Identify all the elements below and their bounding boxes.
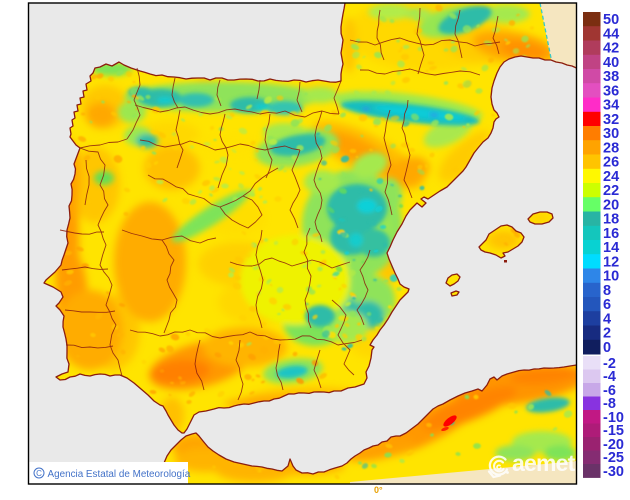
svg-text:2: 2 xyxy=(603,326,611,342)
svg-text:4: 4 xyxy=(603,311,611,327)
svg-text:0: 0 xyxy=(603,340,611,356)
svg-text:-4: -4 xyxy=(603,369,616,385)
svg-text:20: 20 xyxy=(603,197,619,213)
svg-text:6: 6 xyxy=(603,297,611,313)
svg-text:-10: -10 xyxy=(603,410,624,426)
svg-text:Agencia Estatal de Meteorologí: Agencia Estatal de Meteorología xyxy=(48,469,191,480)
svg-text:10: 10 xyxy=(603,269,619,285)
svg-text:22: 22 xyxy=(603,183,619,199)
svg-text:0°: 0° xyxy=(374,485,383,495)
svg-text:44: 44 xyxy=(603,26,619,42)
svg-text:-15: -15 xyxy=(603,423,624,439)
svg-text:C: C xyxy=(36,469,42,478)
svg-text:38: 38 xyxy=(603,69,619,85)
svg-text:-6: -6 xyxy=(603,383,616,399)
svg-text:-2: -2 xyxy=(603,356,616,372)
svg-text:42: 42 xyxy=(603,41,619,57)
svg-text:18: 18 xyxy=(603,212,619,228)
svg-text:36: 36 xyxy=(603,83,619,99)
svg-text:26: 26 xyxy=(603,155,619,171)
svg-text:14: 14 xyxy=(603,240,619,256)
svg-text:40: 40 xyxy=(603,55,619,71)
svg-text:32: 32 xyxy=(603,112,619,128)
svg-text:aemet: aemet xyxy=(512,450,576,476)
svg-text:24: 24 xyxy=(603,169,619,185)
svg-text:16: 16 xyxy=(603,226,619,242)
svg-text:50: 50 xyxy=(603,12,619,28)
svg-text:-8: -8 xyxy=(603,396,616,412)
svg-text:-30: -30 xyxy=(603,464,624,480)
svg-text:8: 8 xyxy=(603,283,611,299)
svg-text:-20: -20 xyxy=(603,437,624,453)
svg-text:30: 30 xyxy=(603,126,619,142)
svg-text:34: 34 xyxy=(603,98,619,114)
svg-text:12: 12 xyxy=(603,254,619,270)
svg-text:28: 28 xyxy=(603,140,619,156)
svg-text:-25: -25 xyxy=(603,450,624,466)
